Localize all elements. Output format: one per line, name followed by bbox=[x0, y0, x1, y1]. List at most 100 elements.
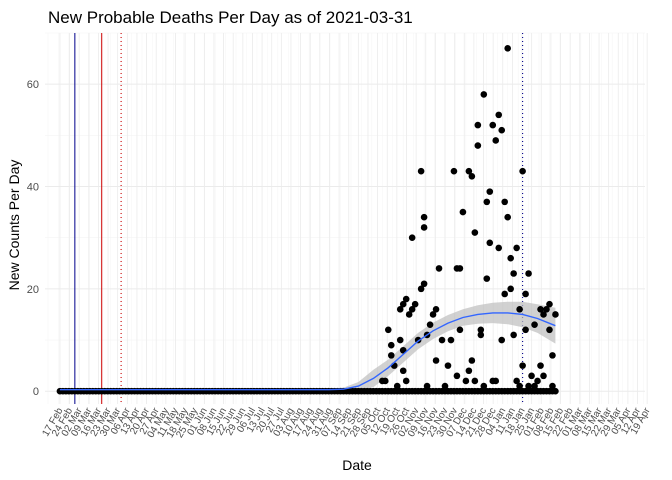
data-point bbox=[519, 362, 526, 369]
y-axis-ticks: 0 20 40 60 bbox=[27, 79, 39, 398]
data-point bbox=[399, 346, 407, 354]
data-point bbox=[435, 265, 443, 272]
data-point bbox=[501, 198, 509, 206]
data-point bbox=[420, 224, 428, 231]
data-point bbox=[402, 377, 410, 385]
data-point bbox=[393, 382, 401, 390]
data-point bbox=[492, 377, 500, 385]
data-point bbox=[474, 142, 482, 149]
data-point bbox=[411, 300, 419, 308]
x-axis-title: Date bbox=[342, 457, 372, 473]
data-point bbox=[528, 372, 535, 380]
data-point bbox=[384, 326, 392, 334]
data-point bbox=[471, 377, 479, 385]
data-point bbox=[438, 336, 446, 344]
major-gridlines bbox=[45, 33, 648, 404]
data-point bbox=[471, 229, 479, 236]
data-point bbox=[510, 270, 517, 277]
data-point bbox=[498, 126, 506, 134]
data-point bbox=[459, 208, 467, 216]
data-point bbox=[498, 336, 506, 344]
data-point bbox=[495, 111, 503, 119]
confidence-ribbon bbox=[59, 301, 556, 392]
data-point bbox=[429, 311, 437, 318]
y-tick-label: 20 bbox=[27, 284, 39, 296]
ribbon-band bbox=[59, 301, 556, 392]
data-point bbox=[477, 331, 485, 339]
data-point bbox=[465, 367, 473, 375]
data-point bbox=[474, 121, 482, 129]
data-point bbox=[447, 336, 455, 344]
data-point bbox=[513, 244, 520, 252]
data-point bbox=[546, 326, 553, 334]
data-point bbox=[396, 306, 404, 313]
data-point bbox=[537, 362, 544, 369]
data-point bbox=[516, 306, 523, 313]
data-point bbox=[480, 91, 488, 98]
data-point bbox=[420, 213, 428, 221]
data-point bbox=[522, 290, 529, 298]
data-point bbox=[432, 306, 440, 313]
data-point bbox=[417, 285, 425, 293]
data-point bbox=[492, 137, 500, 144]
data-point bbox=[549, 352, 556, 359]
data-point bbox=[456, 326, 464, 334]
data-point bbox=[399, 300, 407, 308]
data-point bbox=[531, 382, 538, 390]
data-point bbox=[402, 295, 410, 303]
data-point bbox=[522, 326, 529, 334]
data-point bbox=[408, 234, 416, 241]
data-point bbox=[540, 372, 547, 380]
data-point bbox=[453, 372, 461, 380]
chart-title: New Probable Deaths Per Day as of 2021-0… bbox=[48, 8, 413, 27]
smooth-trend bbox=[59, 312, 556, 391]
data-point bbox=[477, 326, 485, 334]
data-point bbox=[426, 321, 434, 328]
y-axis-title: New Counts Per Day bbox=[6, 160, 22, 291]
data-point bbox=[483, 275, 491, 282]
data-point bbox=[546, 300, 553, 308]
data-point bbox=[507, 254, 514, 262]
data-point bbox=[495, 244, 503, 252]
data-point bbox=[552, 387, 559, 395]
data-point bbox=[507, 285, 514, 293]
data-point bbox=[504, 45, 511, 52]
data-points bbox=[56, 45, 559, 395]
data-point bbox=[468, 172, 476, 180]
data-point bbox=[510, 331, 517, 339]
data-point bbox=[465, 167, 473, 175]
minor-gridlines bbox=[45, 32, 645, 404]
data-point bbox=[552, 311, 559, 318]
y-tick-label: 60 bbox=[27, 79, 39, 91]
data-point bbox=[543, 306, 550, 313]
data-point bbox=[405, 311, 413, 318]
data-point bbox=[483, 198, 491, 206]
data-point bbox=[444, 362, 452, 369]
data-point bbox=[387, 352, 395, 359]
data-point bbox=[513, 377, 520, 385]
data-point bbox=[534, 377, 541, 385]
data-point bbox=[504, 213, 511, 221]
data-point bbox=[540, 311, 547, 318]
data-point bbox=[501, 290, 509, 298]
data-point bbox=[468, 357, 476, 364]
data-point bbox=[531, 321, 538, 328]
data-point bbox=[450, 167, 458, 175]
smooth-line bbox=[59, 312, 556, 391]
data-point bbox=[486, 239, 494, 247]
reference-lines bbox=[74, 33, 524, 404]
data-point bbox=[396, 336, 404, 344]
data-point bbox=[408, 306, 416, 313]
data-point bbox=[537, 306, 544, 313]
data-point bbox=[417, 167, 425, 175]
data-point bbox=[462, 377, 470, 385]
data-point bbox=[525, 270, 532, 277]
data-point bbox=[516, 382, 523, 390]
data-point bbox=[486, 188, 494, 195]
data-point bbox=[519, 167, 526, 175]
data-point bbox=[381, 377, 389, 385]
data-point bbox=[456, 265, 464, 272]
y-tick-label: 0 bbox=[33, 386, 39, 398]
data-point bbox=[489, 121, 497, 129]
